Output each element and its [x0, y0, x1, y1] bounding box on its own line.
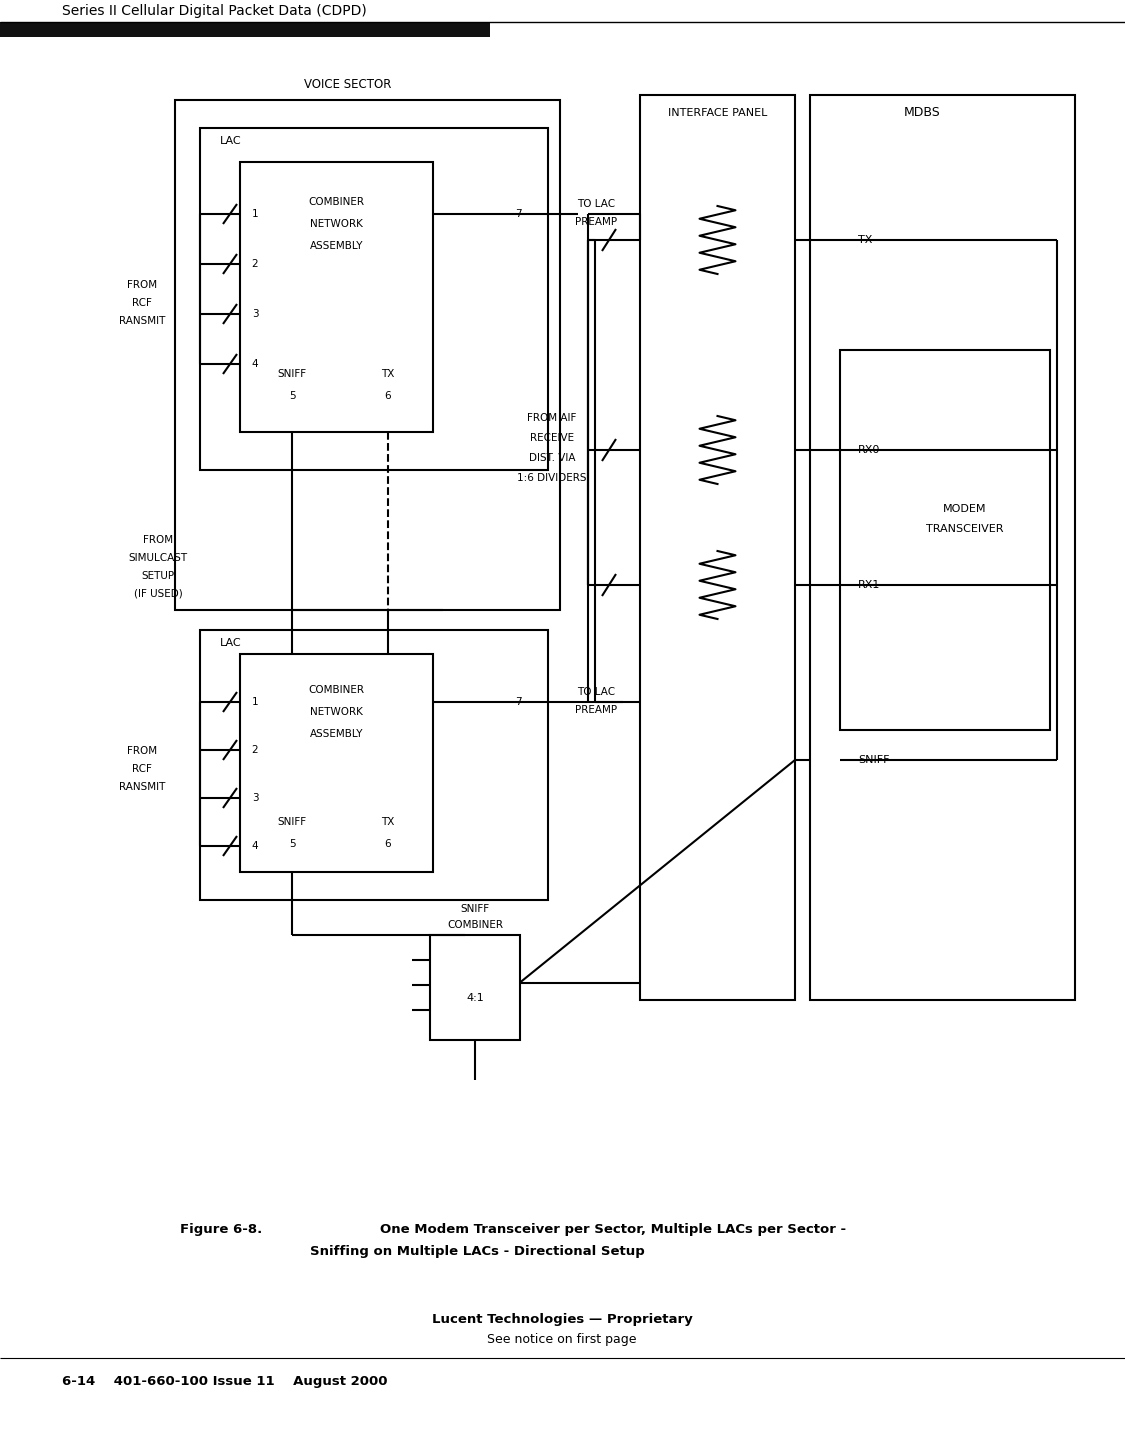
Text: RX1: RX1 — [858, 581, 881, 591]
Text: TRANSCEIVER: TRANSCEIVER — [926, 525, 1004, 535]
Text: NETWORK: NETWORK — [310, 219, 363, 229]
Text: (IF USED): (IF USED) — [134, 589, 182, 599]
Text: SIMULCAST: SIMULCAST — [128, 553, 188, 563]
Text: COMBINER: COMBINER — [308, 685, 364, 695]
Text: 6-14    401-660-100 Issue 11    August 2000: 6-14 401-660-100 Issue 11 August 2000 — [62, 1376, 387, 1389]
Text: 4: 4 — [252, 359, 259, 369]
Text: 6: 6 — [385, 390, 392, 400]
Text: FROM AIF: FROM AIF — [528, 413, 577, 423]
Text: MODEM: MODEM — [943, 505, 987, 515]
Text: 7: 7 — [515, 209, 521, 219]
Text: COMBINER: COMBINER — [447, 919, 503, 930]
Text: DIST. VIA: DIST. VIA — [529, 453, 575, 463]
Text: 2: 2 — [252, 259, 259, 269]
Text: RCF: RCF — [132, 764, 152, 774]
Bar — [200, 631, 548, 899]
Text: INTERFACE PANEL: INTERFACE PANEL — [668, 109, 767, 119]
Text: SNIFF: SNIFF — [460, 904, 489, 914]
Text: 3: 3 — [252, 794, 259, 804]
Text: SETUP: SETUP — [142, 571, 174, 581]
Text: Sniffing on Multiple LACs - Directional Setup: Sniffing on Multiple LACs - Directional … — [310, 1246, 645, 1258]
Text: TX: TX — [381, 369, 395, 379]
Text: See notice on first page: See notice on first page — [487, 1333, 637, 1346]
Text: TX: TX — [381, 817, 395, 827]
Text: 4:1: 4:1 — [466, 992, 484, 1002]
Text: TO LAC: TO LAC — [577, 199, 615, 209]
Bar — [430, 935, 520, 1040]
Text: FROM: FROM — [127, 280, 158, 290]
Bar — [840, 350, 1050, 729]
Bar — [200, 129, 548, 470]
Text: FROM: FROM — [143, 535, 173, 545]
Text: 2: 2 — [252, 745, 259, 755]
Bar — [240, 654, 433, 872]
Text: RANSMIT: RANSMIT — [119, 782, 165, 792]
Text: 3: 3 — [252, 309, 259, 319]
Text: Lucent Technologies — Proprietary: Lucent Technologies — Proprietary — [432, 1314, 692, 1327]
Text: TO LAC: TO LAC — [577, 686, 615, 696]
Text: PREAMP: PREAMP — [575, 705, 616, 715]
Text: SNIFF: SNIFF — [278, 817, 306, 827]
Text: 1:6 DIVIDERS: 1:6 DIVIDERS — [518, 473, 587, 483]
Text: 7: 7 — [515, 696, 521, 706]
Text: SNIFF: SNIFF — [278, 369, 306, 379]
Text: ASSEMBLY: ASSEMBLY — [309, 242, 363, 252]
Text: Figure 6-8.: Figure 6-8. — [180, 1224, 262, 1237]
Text: One Modem Transceiver per Sector, Multiple LACs per Sector -: One Modem Transceiver per Sector, Multip… — [380, 1224, 846, 1237]
Text: 1: 1 — [252, 696, 259, 706]
Text: SNIFF: SNIFF — [858, 755, 890, 765]
Text: ASSEMBLY: ASSEMBLY — [309, 729, 363, 739]
Text: 5: 5 — [289, 390, 295, 400]
Text: 6: 6 — [385, 839, 392, 849]
Text: NETWORK: NETWORK — [310, 706, 363, 716]
Text: COMBINER: COMBINER — [308, 197, 364, 207]
Bar — [176, 100, 560, 611]
Text: 5: 5 — [289, 839, 295, 849]
Text: RX0: RX0 — [858, 445, 881, 455]
Text: RCF: RCF — [132, 297, 152, 307]
Bar — [240, 162, 433, 432]
Text: Series II Cellular Digital Packet Data (CDPD): Series II Cellular Digital Packet Data (… — [62, 4, 367, 19]
Text: PREAMP: PREAMP — [575, 217, 616, 227]
Text: 1: 1 — [252, 209, 259, 219]
Text: TX: TX — [858, 235, 872, 245]
Bar — [810, 94, 1076, 1000]
Text: 4: 4 — [252, 841, 259, 851]
Text: RECEIVE: RECEIVE — [530, 433, 574, 443]
Text: RANSMIT: RANSMIT — [119, 316, 165, 326]
Bar — [0, 21, 490, 37]
Text: VOICE SECTOR: VOICE SECTOR — [304, 79, 391, 92]
Text: LAC: LAC — [220, 136, 242, 146]
Bar — [640, 94, 795, 1000]
Text: LAC: LAC — [220, 638, 242, 648]
Text: FROM: FROM — [127, 746, 158, 756]
Text: MDBS: MDBS — [904, 106, 940, 120]
